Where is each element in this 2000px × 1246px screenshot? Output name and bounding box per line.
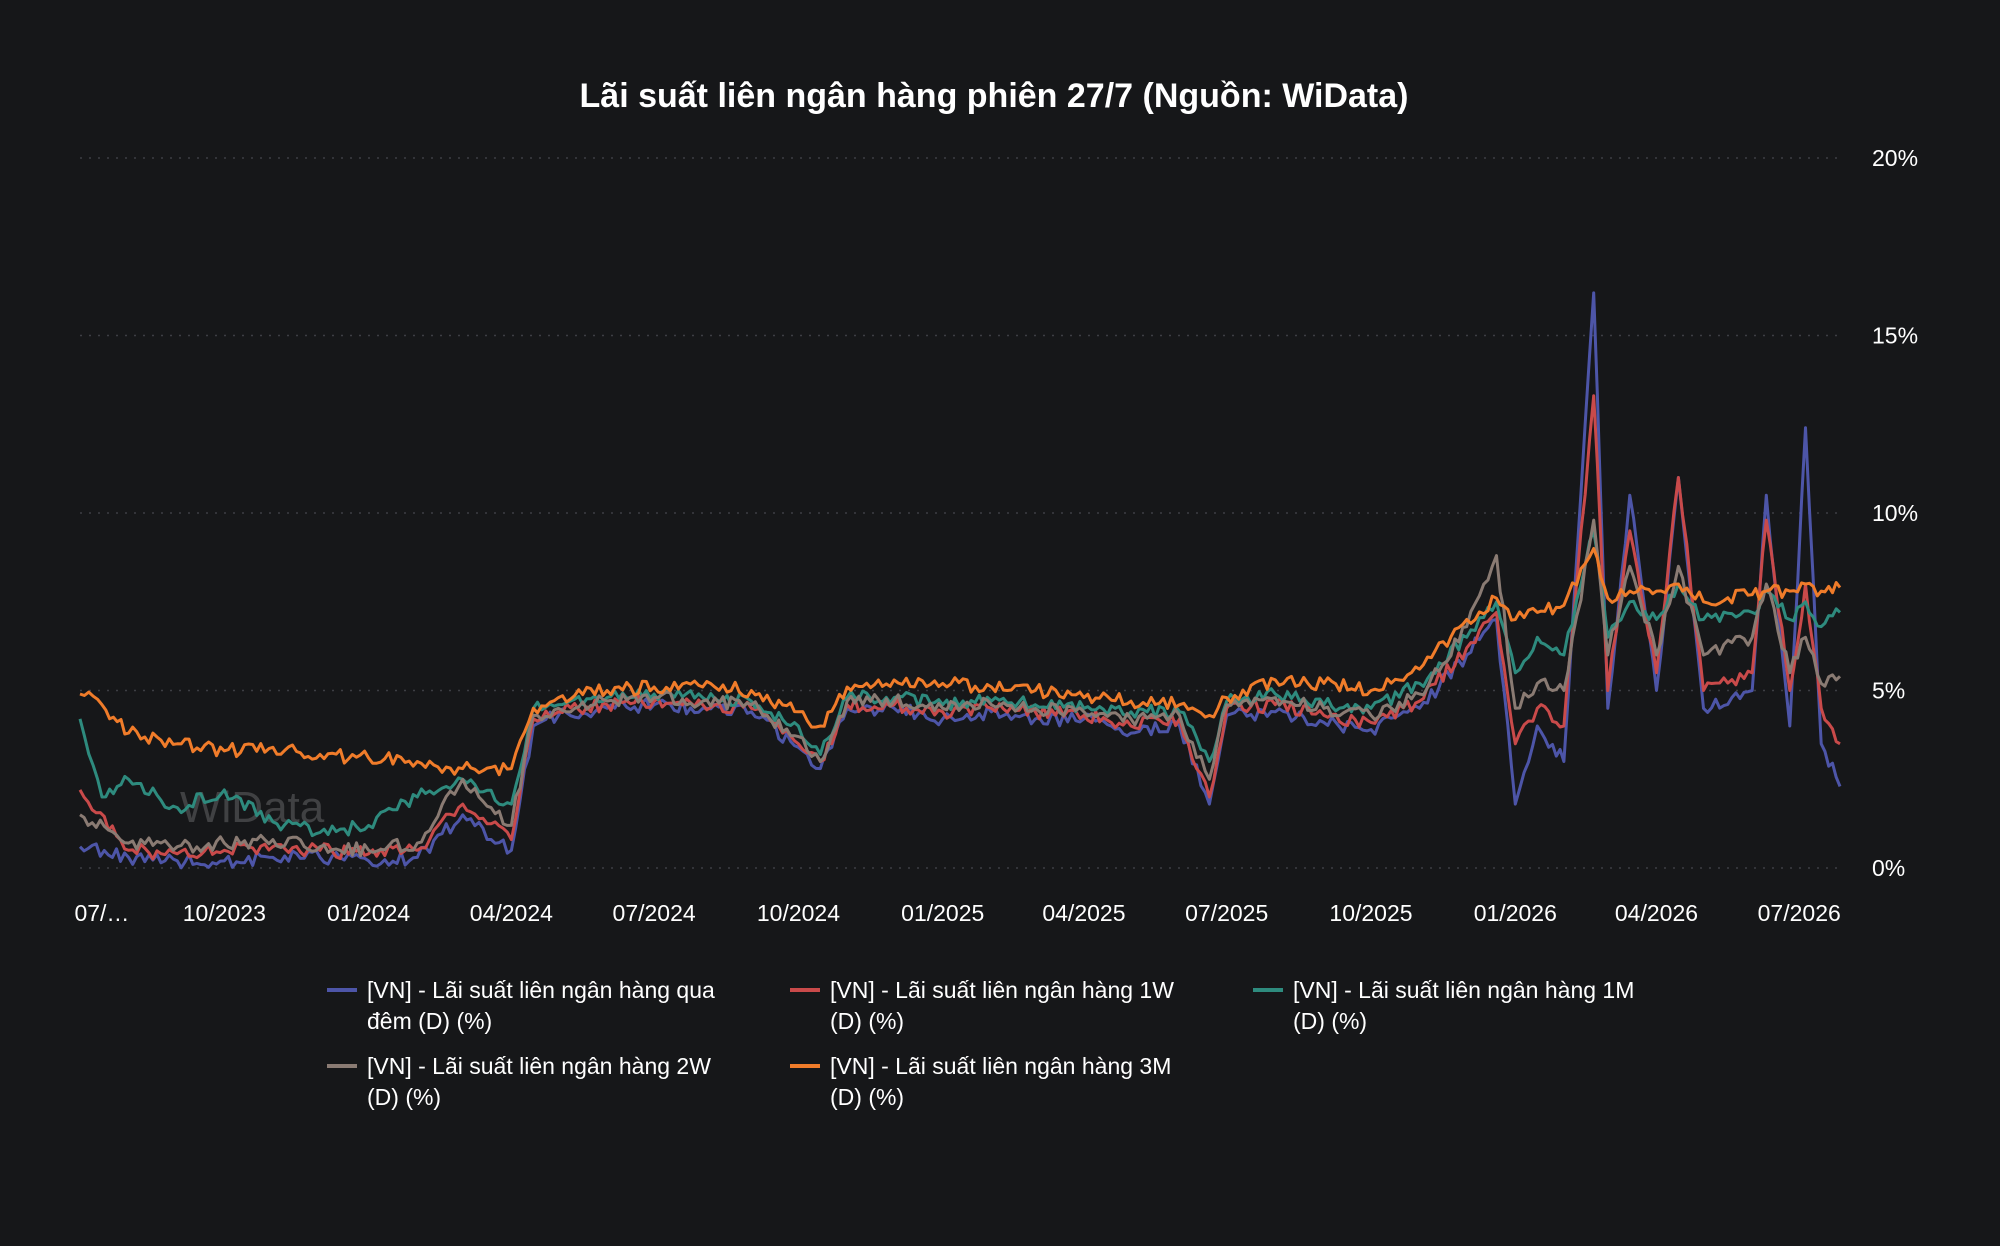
legend-label: [VN] - Lãi suất liên ngân hàng 2W — [367, 1053, 711, 1079]
y-tick-label: 5% — [1872, 678, 1905, 704]
x-tick-label: 07/2026 — [1758, 900, 1841, 926]
series-line — [78, 394, 1841, 861]
x-tick-label: 10/2024 — [757, 900, 840, 926]
legend-label: (D) (%) — [830, 1008, 904, 1034]
x-tick-label: 07/… — [74, 900, 129, 926]
y-tick-label: 0% — [1872, 855, 1905, 881]
legend-item[interactable]: [VN] - Lãi suất liên ngân hàng 2W (D) (%) — [327, 1053, 711, 1110]
y-tick-label: 10% — [1872, 500, 1918, 526]
y-tick-label: 15% — [1872, 323, 1918, 349]
series-line — [78, 291, 1842, 870]
series-line — [79, 547, 1842, 777]
legend-label: [VN] - Lãi suất liên ngân hàng 1M — [1293, 977, 1634, 1003]
x-tick-label: 04/2025 — [1042, 900, 1125, 926]
series-line — [78, 529, 1842, 838]
x-tick-label: 04/2024 — [470, 900, 553, 926]
x-tick-label: 07/2025 — [1185, 900, 1268, 926]
legend-label: (D) (%) — [367, 1084, 441, 1110]
x-tick-label: 07/2024 — [613, 900, 696, 926]
legend-item[interactable]: [VN] - Lãi suất liên ngân hàng qua đêm (D… — [327, 977, 715, 1034]
legend-item[interactable]: [VN] - Lãi suất liên ngân hàng 1W (D) (%) — [790, 977, 1174, 1034]
y-axis: 0% 5% 10% 15% 20% — [1872, 145, 1918, 881]
y-tick-label: 20% — [1872, 145, 1918, 171]
x-tick-label: 10/2025 — [1329, 900, 1412, 926]
legend-item[interactable]: [VN] - Lãi suất liên ngân hàng 3M (D) (%) — [790, 1053, 1171, 1110]
series-lines — [78, 291, 1842, 870]
legend-label: (D) (%) — [1293, 1008, 1367, 1034]
x-tick-label: 04/2026 — [1615, 900, 1698, 926]
chart-title: Lãi suất liên ngân hàng phiên 27/7 (Nguồ… — [580, 77, 1409, 115]
x-tick-label: 01/2026 — [1474, 900, 1557, 926]
legend-label: [VN] - Lãi suất liên ngân hàng 1W — [830, 977, 1174, 1003]
legend-item[interactable]: [VN] - Lãi suất liên ngân hàng 1M (D) (%) — [1253, 977, 1634, 1034]
x-axis: 07/… 10/2023 01/2024 04/2024 07/2024 10/2024 0… — [74, 900, 1840, 926]
legend-label: [VN] - Lãi suất liên ngân hàng 3M — [830, 1053, 1171, 1079]
legend-label: [VN] - Lãi suất liên ngân hàng qua — [367, 977, 715, 1003]
series-line — [79, 518, 1842, 858]
x-tick-label: 10/2023 — [183, 900, 266, 926]
x-tick-label: 01/2025 — [901, 900, 984, 926]
legend-label: (D) (%) — [830, 1084, 904, 1110]
legend: [VN] - Lãi suất liên ngân hàng qua đêm (D… — [327, 977, 1634, 1110]
x-tick-label: 01/2024 — [327, 900, 410, 926]
legend-label: đêm (D) (%) — [367, 1008, 492, 1034]
